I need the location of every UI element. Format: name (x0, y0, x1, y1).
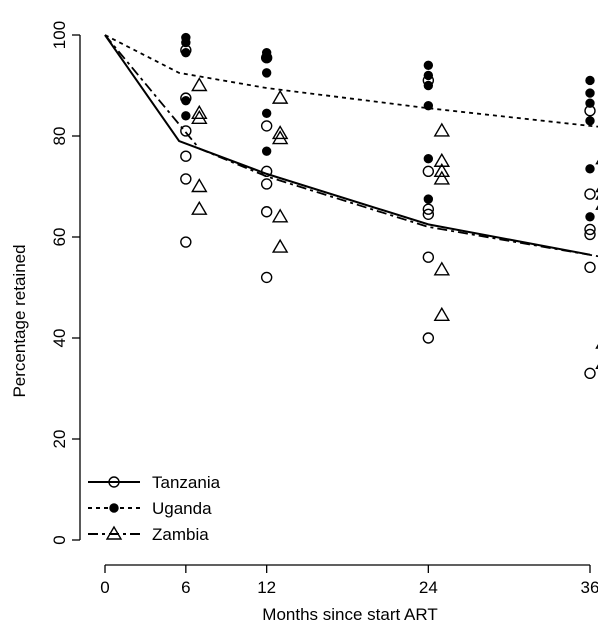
point-zambia-8 (271, 208, 289, 223)
point-uganda-19 (585, 116, 595, 126)
x-tick-label-6: 6 (181, 578, 190, 597)
x-tick-label-12: 12 (257, 578, 276, 597)
point-uganda-1 (181, 37, 191, 48)
x-tick-label-36: 36 (581, 578, 598, 597)
point-uganda-11 (423, 70, 434, 81)
point-tanzania-4 (180, 173, 192, 185)
point-uganda-20 (585, 164, 595, 174)
legend-marker-zambia (105, 525, 123, 540)
point-tanzania-17 (422, 332, 435, 344)
point-uganda-18 (585, 98, 595, 108)
point-uganda-6 (261, 53, 272, 63)
point-tanzania-16 (422, 251, 435, 263)
point-tanzania-19 (584, 188, 596, 200)
y-tick-label-100: 100 (50, 21, 69, 49)
y-tick-label-80: 80 (50, 127, 69, 146)
x-axis-title: Months since start ART (262, 605, 437, 624)
point-uganda-16 (585, 75, 595, 86)
point-zambia-15 (433, 306, 451, 321)
point-uganda-2 (181, 47, 191, 58)
curve-tanzania (104, 34, 591, 256)
point-zambia-3 (191, 178, 208, 193)
point-uganda-4 (181, 111, 191, 121)
point-uganda-7 (261, 68, 272, 78)
point-zambia-2 (191, 109, 208, 125)
point-tanzania-15 (422, 208, 435, 220)
point-tanzania-3 (180, 150, 192, 162)
point-zambia-9 (271, 238, 289, 253)
point-tanzania-22 (584, 261, 596, 273)
point-uganda-21 (585, 212, 595, 222)
y-tick-label-60: 60 (50, 228, 69, 247)
y-tick-label-40: 40 (50, 329, 69, 348)
point-zambia-13 (433, 170, 451, 185)
point-tanzania-2 (180, 125, 192, 137)
y-tick-label-0: 0 (50, 535, 69, 544)
point-zambia-10 (433, 122, 451, 137)
point-uganda-14 (423, 154, 434, 164)
point-tanzania-14 (422, 203, 435, 215)
point-tanzania-5 (180, 236, 192, 248)
legend-marker-tanzania (108, 476, 120, 488)
point-tanzania-7 (260, 120, 273, 132)
point-uganda-3 (181, 95, 191, 106)
point-zambia-11 (433, 152, 451, 167)
point-zambia-1 (191, 104, 208, 119)
legend-label-zambia: Zambia (152, 525, 209, 544)
point-uganda-17 (585, 88, 595, 98)
point-tanzania-20 (584, 223, 596, 236)
point-zambia-7 (271, 130, 289, 145)
point-tanzania-13 (422, 165, 435, 178)
point-uganda-15 (423, 194, 434, 204)
x-tick-label-0: 0 (100, 578, 109, 597)
point-zambia-12 (433, 162, 451, 178)
point-uganda-10 (423, 60, 434, 71)
point-tanzania-10 (260, 206, 273, 218)
y-axis-title: Percentage retained (10, 244, 29, 397)
point-tanzania-23 (584, 367, 596, 380)
legend-label-uganda: Uganda (152, 499, 212, 518)
point-zambia-14 (433, 261, 451, 276)
point-uganda-12 (423, 80, 434, 91)
curve-uganda (104, 34, 598, 128)
legend: Tanzania Uganda Zambia (88, 473, 221, 544)
axes: 0 6 12 24 36 0 20 40 60 80 100 (50, 21, 598, 597)
point-zambia-4 (191, 200, 208, 215)
point-uganda-9 (261, 146, 272, 156)
fitted-curves (104, 34, 598, 258)
point-zambia-6 (271, 125, 289, 140)
point-uganda-8 (261, 108, 272, 118)
legend-label-tanzania: Tanzania (152, 473, 221, 492)
point-uganda-13 (423, 101, 434, 111)
data-markers (180, 32, 598, 380)
point-tanzania-21 (584, 228, 596, 241)
curve-zambia (104, 34, 598, 258)
point-zambia-0 (191, 77, 208, 92)
x-tick-label-24: 24 (419, 578, 438, 597)
point-tanzania-8 (260, 165, 273, 178)
y-tick-label-20: 20 (50, 430, 69, 449)
point-tanzania-9 (260, 178, 273, 190)
legend-marker-uganda (109, 503, 119, 513)
point-tanzania-11 (260, 271, 273, 284)
point-zambia-5 (271, 89, 289, 104)
